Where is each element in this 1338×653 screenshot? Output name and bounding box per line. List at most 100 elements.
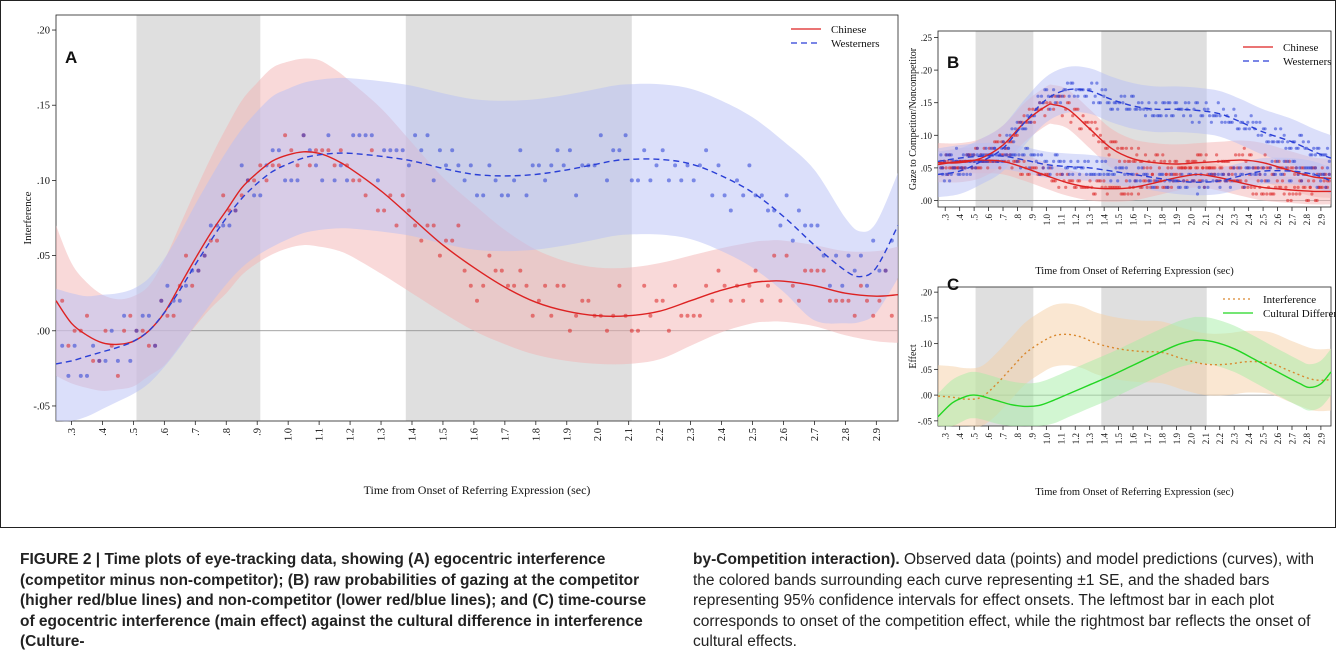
observed-point [1006,146,1011,150]
observed-point [1084,172,1089,176]
observed-point [1325,166,1330,170]
observed-point [827,298,832,303]
observed-point [1154,101,1158,105]
observed-point [1069,120,1073,124]
observed-point [960,166,964,170]
observed-point [122,313,127,318]
observed-point [184,253,188,258]
observed-point [889,313,894,318]
observed-point [221,193,226,198]
observed-point [1039,94,1044,98]
observed-point [1280,172,1285,176]
observed-point [1230,172,1234,176]
observed-point [1064,185,1068,189]
x-tick-label: 1.5 [1114,214,1124,226]
observed-point [1098,101,1102,105]
observed-point [986,166,990,170]
observed-point [221,223,226,228]
observed-point [487,163,492,168]
observed-point [481,193,486,198]
x-tick-label: 1.6 [1129,214,1139,226]
observed-point [561,163,566,168]
observed-point [1081,114,1085,118]
x-tick-label: 2.8 [841,428,852,441]
observed-point [1204,166,1208,170]
observed-point [809,268,814,273]
observed-point [122,328,127,333]
observed-point [549,313,554,318]
observed-point [109,328,114,333]
observed-point [1123,192,1127,196]
observed-point [1098,172,1102,176]
observed-point [871,313,876,318]
observed-point [941,166,945,170]
observed-point [128,313,133,318]
observed-point [1058,159,1063,163]
observed-point [1218,185,1222,189]
observed-point [1140,101,1144,105]
observed-point [1280,179,1285,183]
observed-point [1256,179,1260,183]
observed-point [1128,179,1132,183]
x-axis-label: Time from Onset of Referring Expression … [1035,487,1234,498]
observed-point [1239,179,1243,183]
observed-point [431,223,436,228]
observed-point [326,148,331,153]
observed-point [1319,179,1323,183]
x-tick-label: 2.8 [1302,214,1312,226]
observed-point [821,268,826,273]
observed-point [1152,185,1156,189]
observed-point [1093,120,1097,124]
observed-point [276,148,281,153]
series-line [937,339,1332,418]
observed-point [1272,192,1276,196]
x-tick-label: .3 [941,214,951,221]
observed-point [1190,120,1194,124]
x-tick-label: .3 [941,433,951,440]
series-line [937,103,1332,179]
observed-point [1270,159,1274,163]
observed-point [648,178,653,183]
observed-point [1135,153,1139,157]
legend-label: Chinese [831,24,867,36]
observed-point [1064,88,1068,92]
observed-point [283,133,288,138]
observed-point [208,223,213,228]
x-tick-label: .4 [955,433,965,440]
legend-label: Chinese [1283,42,1319,54]
observed-point [954,146,959,150]
observed-point [1164,172,1168,176]
x-tick-label: .9 [253,428,264,436]
observed-point [103,328,108,333]
observed-point [815,268,820,273]
x-tick-label: 1.9 [1172,214,1182,226]
observed-point [227,223,232,228]
observed-point [1057,94,1061,98]
x-tick-label: 1.0 [284,428,295,441]
observed-point [530,163,535,168]
observed-point [1161,172,1165,176]
x-tick-label: 2.7 [1287,433,1297,445]
observed-point [97,358,102,363]
observed-point [1078,179,1082,183]
panel-B: .25 .20 .15 .10 .05 .00 .3 .4 .5 .6 .7 .8 .9 1.0 1.1 1.… [908,30,1332,277]
x-tick-label: .8 [1013,214,1023,221]
observed-point [60,343,65,348]
observed-point [704,148,709,153]
observed-point [351,178,356,183]
observed-point [1124,179,1128,183]
observed-point [1260,179,1264,183]
observed-point [1026,146,1030,150]
observed-point [716,268,721,273]
observed-point [258,163,263,168]
y-tick-label: .15 [921,98,933,108]
observed-point [1032,120,1037,124]
x-tick-label: 2.0 [1186,433,1196,445]
observed-point [72,343,77,348]
observed-point [375,178,380,183]
observed-point [1263,127,1267,131]
observed-point [1294,166,1298,170]
x-tick-label: 1.8 [1157,433,1167,445]
observed-point [468,163,473,168]
observed-point [574,313,579,318]
